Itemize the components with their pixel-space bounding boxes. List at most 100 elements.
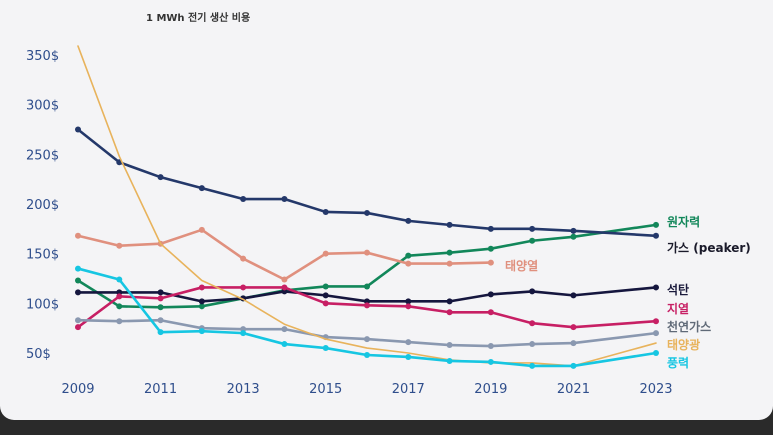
data-point: [322, 300, 329, 307]
data-point: [570, 324, 577, 331]
data-point: [487, 245, 494, 252]
data-point: [446, 342, 453, 349]
data-point: [653, 350, 659, 356]
x-tick-label: 2021: [557, 382, 590, 397]
data-point: [75, 289, 81, 296]
series-line: [76, 267, 658, 368]
y-tick-label: 300$: [26, 99, 59, 114]
series-label: 태양열: [505, 258, 538, 273]
series-label: 가스 (peaker): [667, 240, 751, 255]
data-point: [281, 196, 288, 203]
data-point: [446, 298, 453, 305]
data-point: [364, 351, 370, 358]
data-point: [529, 320, 536, 327]
data-point: [322, 292, 329, 299]
data-point: [281, 341, 288, 348]
data-point: [75, 265, 81, 272]
data-point: [405, 353, 412, 360]
data-point: [75, 277, 81, 284]
data-point: [322, 345, 329, 352]
data-point: [570, 227, 577, 234]
data-point: [281, 326, 288, 333]
data-point: [529, 237, 536, 244]
data-point: [405, 252, 412, 259]
series-line: [76, 223, 658, 309]
series-label: 태양광: [667, 337, 700, 352]
data-point: [653, 232, 659, 239]
data-point: [75, 232, 81, 239]
data-point: [364, 302, 370, 309]
data-point: [364, 209, 370, 216]
y-tick-label: 350$: [26, 49, 59, 64]
line-chart: 50$ 100$ 150$ 200$ 250$ 300$ 350$ 2009 2011 2013 2…: [26, 45, 751, 397]
data-point: [446, 260, 453, 267]
data-point: [446, 221, 453, 228]
data-point: [405, 260, 412, 267]
data-point: [157, 174, 164, 181]
x-tick-label: 2011: [144, 382, 177, 397]
data-point: [487, 343, 494, 350]
data-point: [157, 317, 164, 324]
y-tick-label: 150$: [26, 248, 59, 263]
x-tick-label: 2017: [392, 382, 425, 397]
data-point: [570, 340, 577, 347]
data-point: [653, 318, 659, 325]
series-line: [76, 286, 658, 329]
data-point: [446, 309, 453, 316]
series-line: [76, 318, 658, 348]
data-point: [529, 341, 536, 348]
data-point: [653, 284, 659, 291]
data-point: [405, 303, 412, 310]
data-point: [487, 309, 494, 316]
series-label: 지열: [667, 301, 689, 316]
data-point: [198, 303, 205, 310]
y-tick-label: 200$: [26, 198, 59, 213]
data-point: [240, 196, 247, 203]
data-point: [116, 293, 123, 300]
series-line: [76, 128, 658, 238]
data-point: [75, 126, 81, 133]
data-point: [157, 329, 164, 336]
data-point: [116, 303, 123, 310]
data-point: [240, 255, 247, 262]
data-point: [157, 304, 164, 311]
x-tick-label: 2019: [474, 382, 507, 397]
x-tick-label: 2009: [61, 382, 94, 397]
data-point: [198, 226, 205, 233]
series-label: 원자력: [667, 214, 700, 229]
data-point: [116, 276, 123, 283]
series-line: [76, 286, 658, 303]
data-point: [75, 324, 81, 331]
data-point: [405, 217, 412, 224]
data-point: [116, 242, 123, 249]
x-tick-label: 2023: [639, 382, 672, 397]
data-point: [240, 330, 247, 337]
data-point: [487, 225, 494, 232]
series-label: 풍력: [667, 356, 689, 370]
data-point: [487, 259, 494, 266]
data-point: [570, 233, 577, 240]
data-point: [198, 298, 205, 305]
data-point: [281, 276, 288, 283]
data-point: [198, 185, 205, 192]
data-point: [322, 208, 329, 215]
data-point: [446, 249, 453, 256]
data-point: [364, 336, 370, 343]
data-point: [487, 358, 494, 365]
data-point: [653, 330, 659, 337]
data-point: [487, 291, 494, 298]
data-point: [446, 357, 453, 364]
y-tick-label: 100$: [26, 297, 59, 312]
y-tick-label: 250$: [26, 148, 59, 163]
data-point: [364, 249, 370, 256]
series-label: 석탄: [667, 282, 689, 297]
data-point: [322, 250, 329, 257]
data-point: [570, 362, 577, 369]
data-point: [570, 292, 577, 299]
data-point: [240, 284, 247, 291]
data-point: [116, 318, 123, 325]
data-point: [75, 317, 81, 324]
data-point: [529, 288, 536, 295]
chart-title: 1 MWh 전기 생산 비용: [146, 13, 251, 24]
data-point: [405, 298, 412, 305]
